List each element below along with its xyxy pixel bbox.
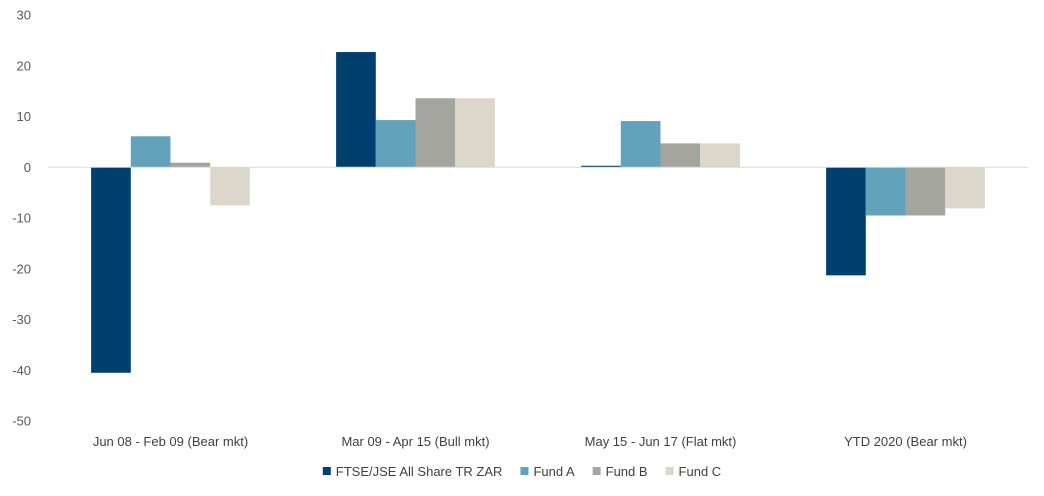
y-tick-label: -30 <box>12 312 31 327</box>
bar <box>945 167 985 209</box>
legend-label: Fund B <box>606 464 648 479</box>
bar <box>415 98 456 168</box>
category-label: Mar 09 - Apr 15 (Bull mkt) <box>341 434 489 449</box>
y-tick-label: -20 <box>12 261 31 276</box>
bars <box>91 52 985 373</box>
y-tick-label: 20 <box>17 58 31 73</box>
bar <box>865 167 906 216</box>
legend: FTSE/JSE All Share TR ZAR Fund A Fund B Fun… <box>322 464 722 479</box>
y-tick-label: 0 <box>24 160 31 175</box>
bar <box>620 121 661 168</box>
bar <box>455 98 495 168</box>
category-label: May 15 - Jun 17 (Flat mkt) <box>585 434 737 449</box>
legend-swatch <box>592 467 601 475</box>
bar <box>210 167 250 206</box>
category-label: Jun 08 - Feb 09 (Bear mkt) <box>93 434 248 449</box>
legend-label: FTSE/JSE All Share TR ZAR <box>336 464 503 479</box>
bar <box>336 52 376 168</box>
bar <box>826 167 866 276</box>
y-tick-label: -10 <box>12 211 31 226</box>
bar <box>375 120 416 168</box>
legend-swatch <box>520 467 529 475</box>
bar <box>91 167 131 373</box>
bar <box>170 162 211 168</box>
y-tick-label: -40 <box>12 363 31 378</box>
legend-swatch <box>322 467 331 475</box>
category-labels: Jun 08 - Feb 09 (Bear mkt) Mar 09 - Apr 1… <box>93 434 967 449</box>
y-tick-label: 30 <box>17 8 31 23</box>
bar <box>905 167 946 216</box>
category-label: YTD 2020 (Bear mkt) <box>844 434 967 449</box>
bar <box>581 165 621 168</box>
y-tick-label: -50 <box>12 414 31 429</box>
bar <box>660 143 701 168</box>
y-axis-ticks: 30 20 10 0 -10 -20 -30 -40 -50 <box>12 8 31 429</box>
bar <box>130 136 171 168</box>
legend-label: Fund C <box>679 464 722 479</box>
legend-label: Fund A <box>533 464 575 479</box>
bar <box>700 143 740 168</box>
legend-swatch <box>665 467 674 475</box>
y-tick-label: 10 <box>17 109 31 124</box>
